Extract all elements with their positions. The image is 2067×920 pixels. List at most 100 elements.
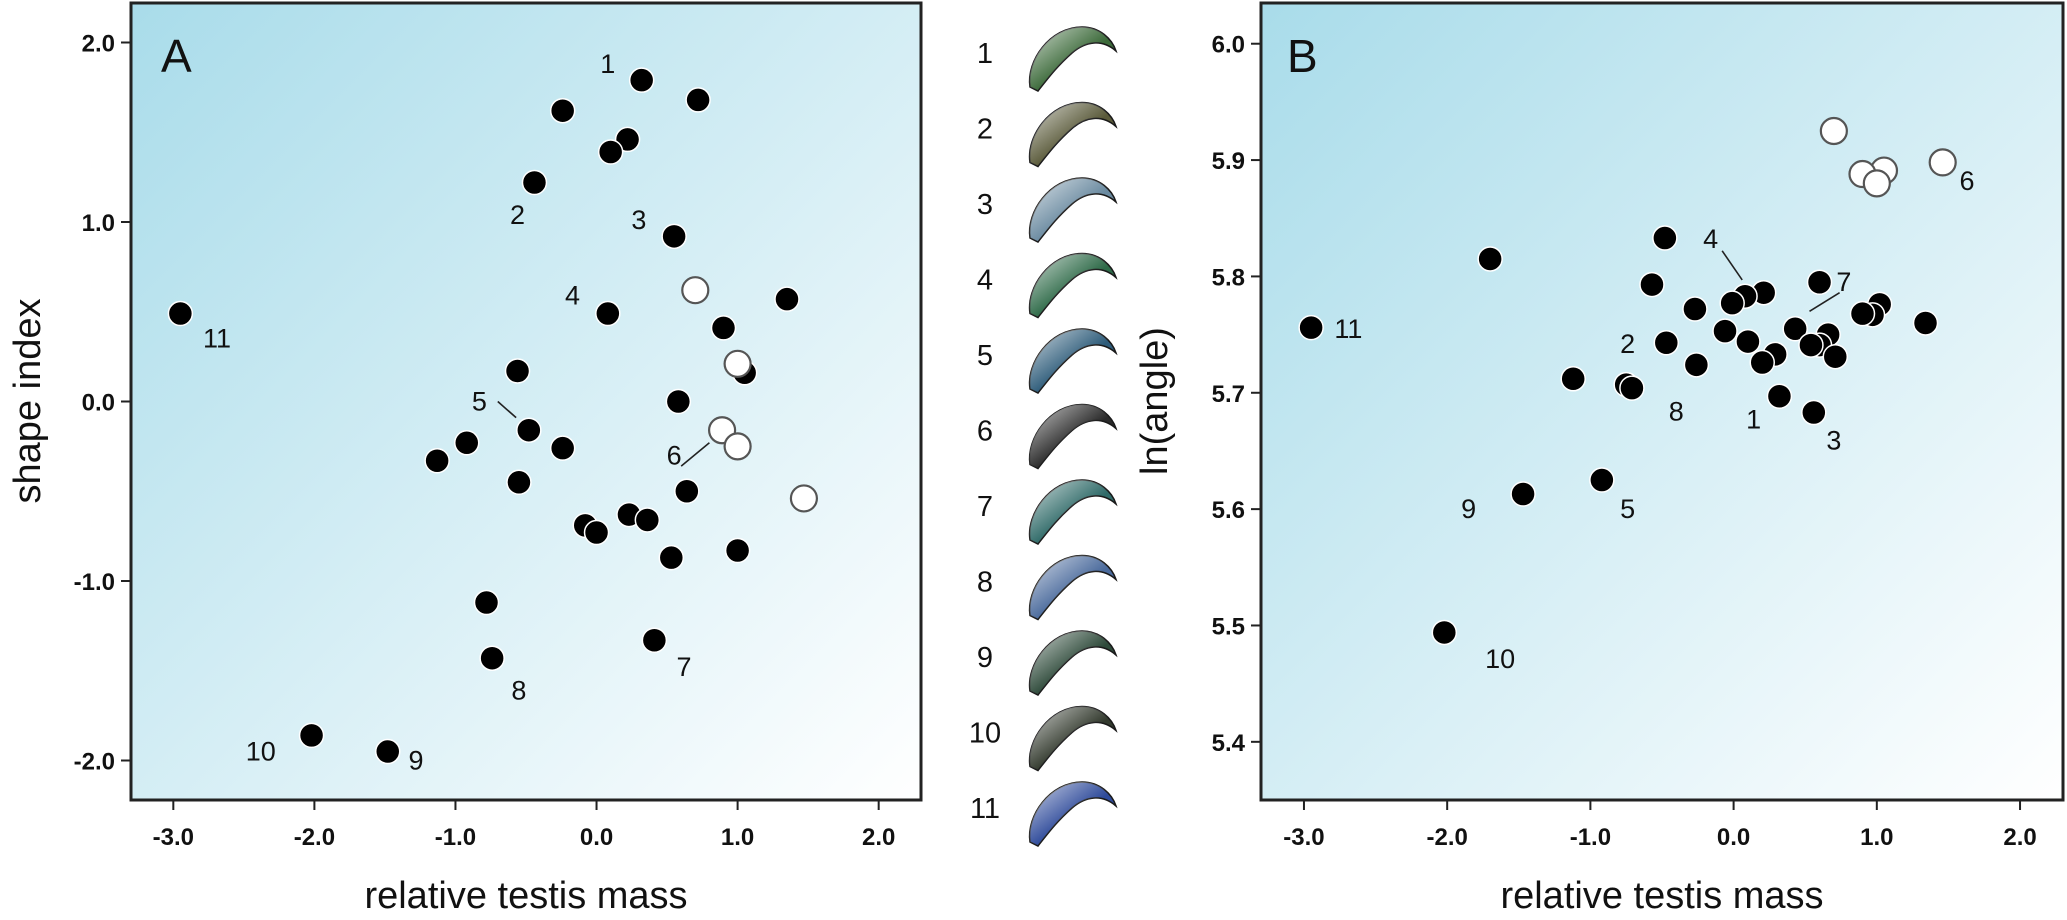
filled-data-point [1798,332,1824,358]
point-label: 3 [1826,425,1841,455]
sperm-head-sheen [1029,102,1116,167]
panel-b-y-tick-label: 5.9 [1212,148,1245,175]
filled-data-point [298,722,325,749]
filled-data-point [1510,481,1536,507]
filled-data-point [1806,269,1833,295]
panel-b-y-axis-title: ln(angle) [1134,327,1176,475]
open-data-point [723,432,752,461]
legend-number: 4 [977,265,993,297]
panel-b-x-tick-label: 0.0 [1717,824,1750,851]
filled-data-point [1766,383,1793,410]
filled-data-point [710,315,737,341]
point-label: 2 [1620,329,1635,359]
point-label: 8 [511,676,526,706]
point-label: 1 [600,49,615,79]
panel-b: B -3.0 -2.0 -1.0 0.0 1.0 2.0 5.4 5.5 5.6 5.7 5.8 5.… [1134,1,2065,917]
panel-a-x-tick-label: -3.0 [153,824,194,851]
panel-b-annotations: 1 2 3 4 5 6 7 8 9 10 11 [1334,166,1974,674]
panel-b-x-tick-label: -3.0 [1283,824,1324,851]
sperm-head-sheen [1029,178,1116,242]
point-label: 10 [246,737,276,767]
panel-a-y-tick-label: 1.0 [82,210,115,237]
panel-b-x-tick-label: 1.0 [1860,824,1893,851]
sperm-head-sheen [1029,555,1116,620]
sperm-head-sheen [1029,329,1116,393]
filled-data-point [549,97,576,124]
filled-data-point [473,589,500,616]
panel-a-axes: -3.0 -2.0 -1.0 0.0 1.0 2.0 -2.0 -1.0 0.0 1.0 2.0 [74,30,896,851]
panel-b-x-tick-label: 2.0 [2003,824,2036,851]
legend-number: 9 [977,642,993,674]
panel-a-plot-area [129,1,923,802]
panel-a-y-tick-label: -1.0 [74,569,115,596]
open-data-point [681,276,710,305]
filled-data-point [658,544,685,571]
shape-legend: 1 2 3 4 5 6 7 8 9 10 11 [969,26,1118,847]
filled-data-point [1735,328,1761,355]
filled-data-point [1589,467,1615,493]
open-data-point [789,484,819,513]
filled-data-point [506,469,532,496]
point-label: 11 [1334,314,1362,344]
point-label: 7 [1836,267,1851,297]
filled-data-point [1560,366,1586,392]
filled-data-point [1822,343,1849,370]
filled-data-point [1683,352,1710,378]
point-label: 9 [1461,494,1476,524]
filled-data-point [1912,310,1939,336]
panel-a-x-tick-label: -1.0 [435,824,476,851]
filled-data-point [516,417,542,443]
legend-number: 5 [977,340,993,372]
filled-data-point [1431,619,1458,646]
filled-data-point [454,430,480,456]
legend-number: 6 [977,416,993,448]
point-label: 9 [408,746,423,776]
point-label: 5 [472,387,487,417]
leader-line [497,400,517,419]
filled-data-point [685,87,711,113]
filled-data-point [724,537,751,564]
leader-line [1809,292,1841,313]
point-label: 10 [1485,644,1515,674]
panel-a-y-tick-label: 0.0 [82,390,115,417]
sperm-head-sheen [1029,480,1116,544]
filled-data-point [628,67,655,93]
open-data-point [1819,116,1848,146]
panel-b-plot-area [1259,1,2065,802]
filled-data-point [549,435,576,461]
panel-a-x-tick-label: 0.0 [580,824,613,851]
point-label: 8 [1669,396,1684,426]
panel-a-x-tick-label: -2.0 [294,824,335,851]
panel-a-x-tick-label: 1.0 [721,824,754,851]
panel-a-x-tick-label: 2.0 [862,824,895,851]
panel-a-annotations: 1 2 3 4 5 6 7 8 9 10 11 [203,49,691,775]
panel-a-leaders [497,400,710,467]
panel-b-points [1298,116,1957,646]
panel-b-y-tick-label: 5.4 [1212,730,1246,757]
panel-b-y-tick-label: 5.6 [1212,497,1245,524]
panel-a-points [167,67,819,765]
panel-b-y-tick-label: 5.7 [1212,381,1245,408]
filled-data-point [1849,300,1876,327]
filled-data-point [1782,316,1808,342]
filled-data-point [1653,329,1680,356]
filled-data-point [1477,246,1503,272]
filled-data-point [634,507,661,533]
panel-a-x-axis-title: relative testis mass [364,875,687,917]
sperm-head-sheen [1029,404,1116,469]
sperm-head-sheen [1029,706,1116,771]
legend-number: 1 [977,38,993,70]
legend-number: 3 [977,189,993,221]
filled-data-point [1619,375,1645,401]
filled-data-point [1719,290,1745,316]
filled-data-point [521,169,548,196]
panel-a: A -3.0 -2.0 -1.0 0.0 1.0 2.0 -2.0 -1.0 0.0 1.0 2.0… [7,1,923,917]
point-label: 2 [510,200,525,230]
filled-data-point [661,223,687,250]
legend-number: 2 [977,114,993,146]
panel-b-x-tick-label: -1.0 [1570,824,1611,851]
panel-b-letter: B [1287,30,1318,82]
sperm-head-sheen [1029,27,1116,91]
panel-b-axes: -3.0 -2.0 -1.0 0.0 1.0 2.0 5.4 5.5 5.6 5.7 5.8 5.9 6… [1212,32,2037,851]
point-label: 4 [1703,224,1718,254]
